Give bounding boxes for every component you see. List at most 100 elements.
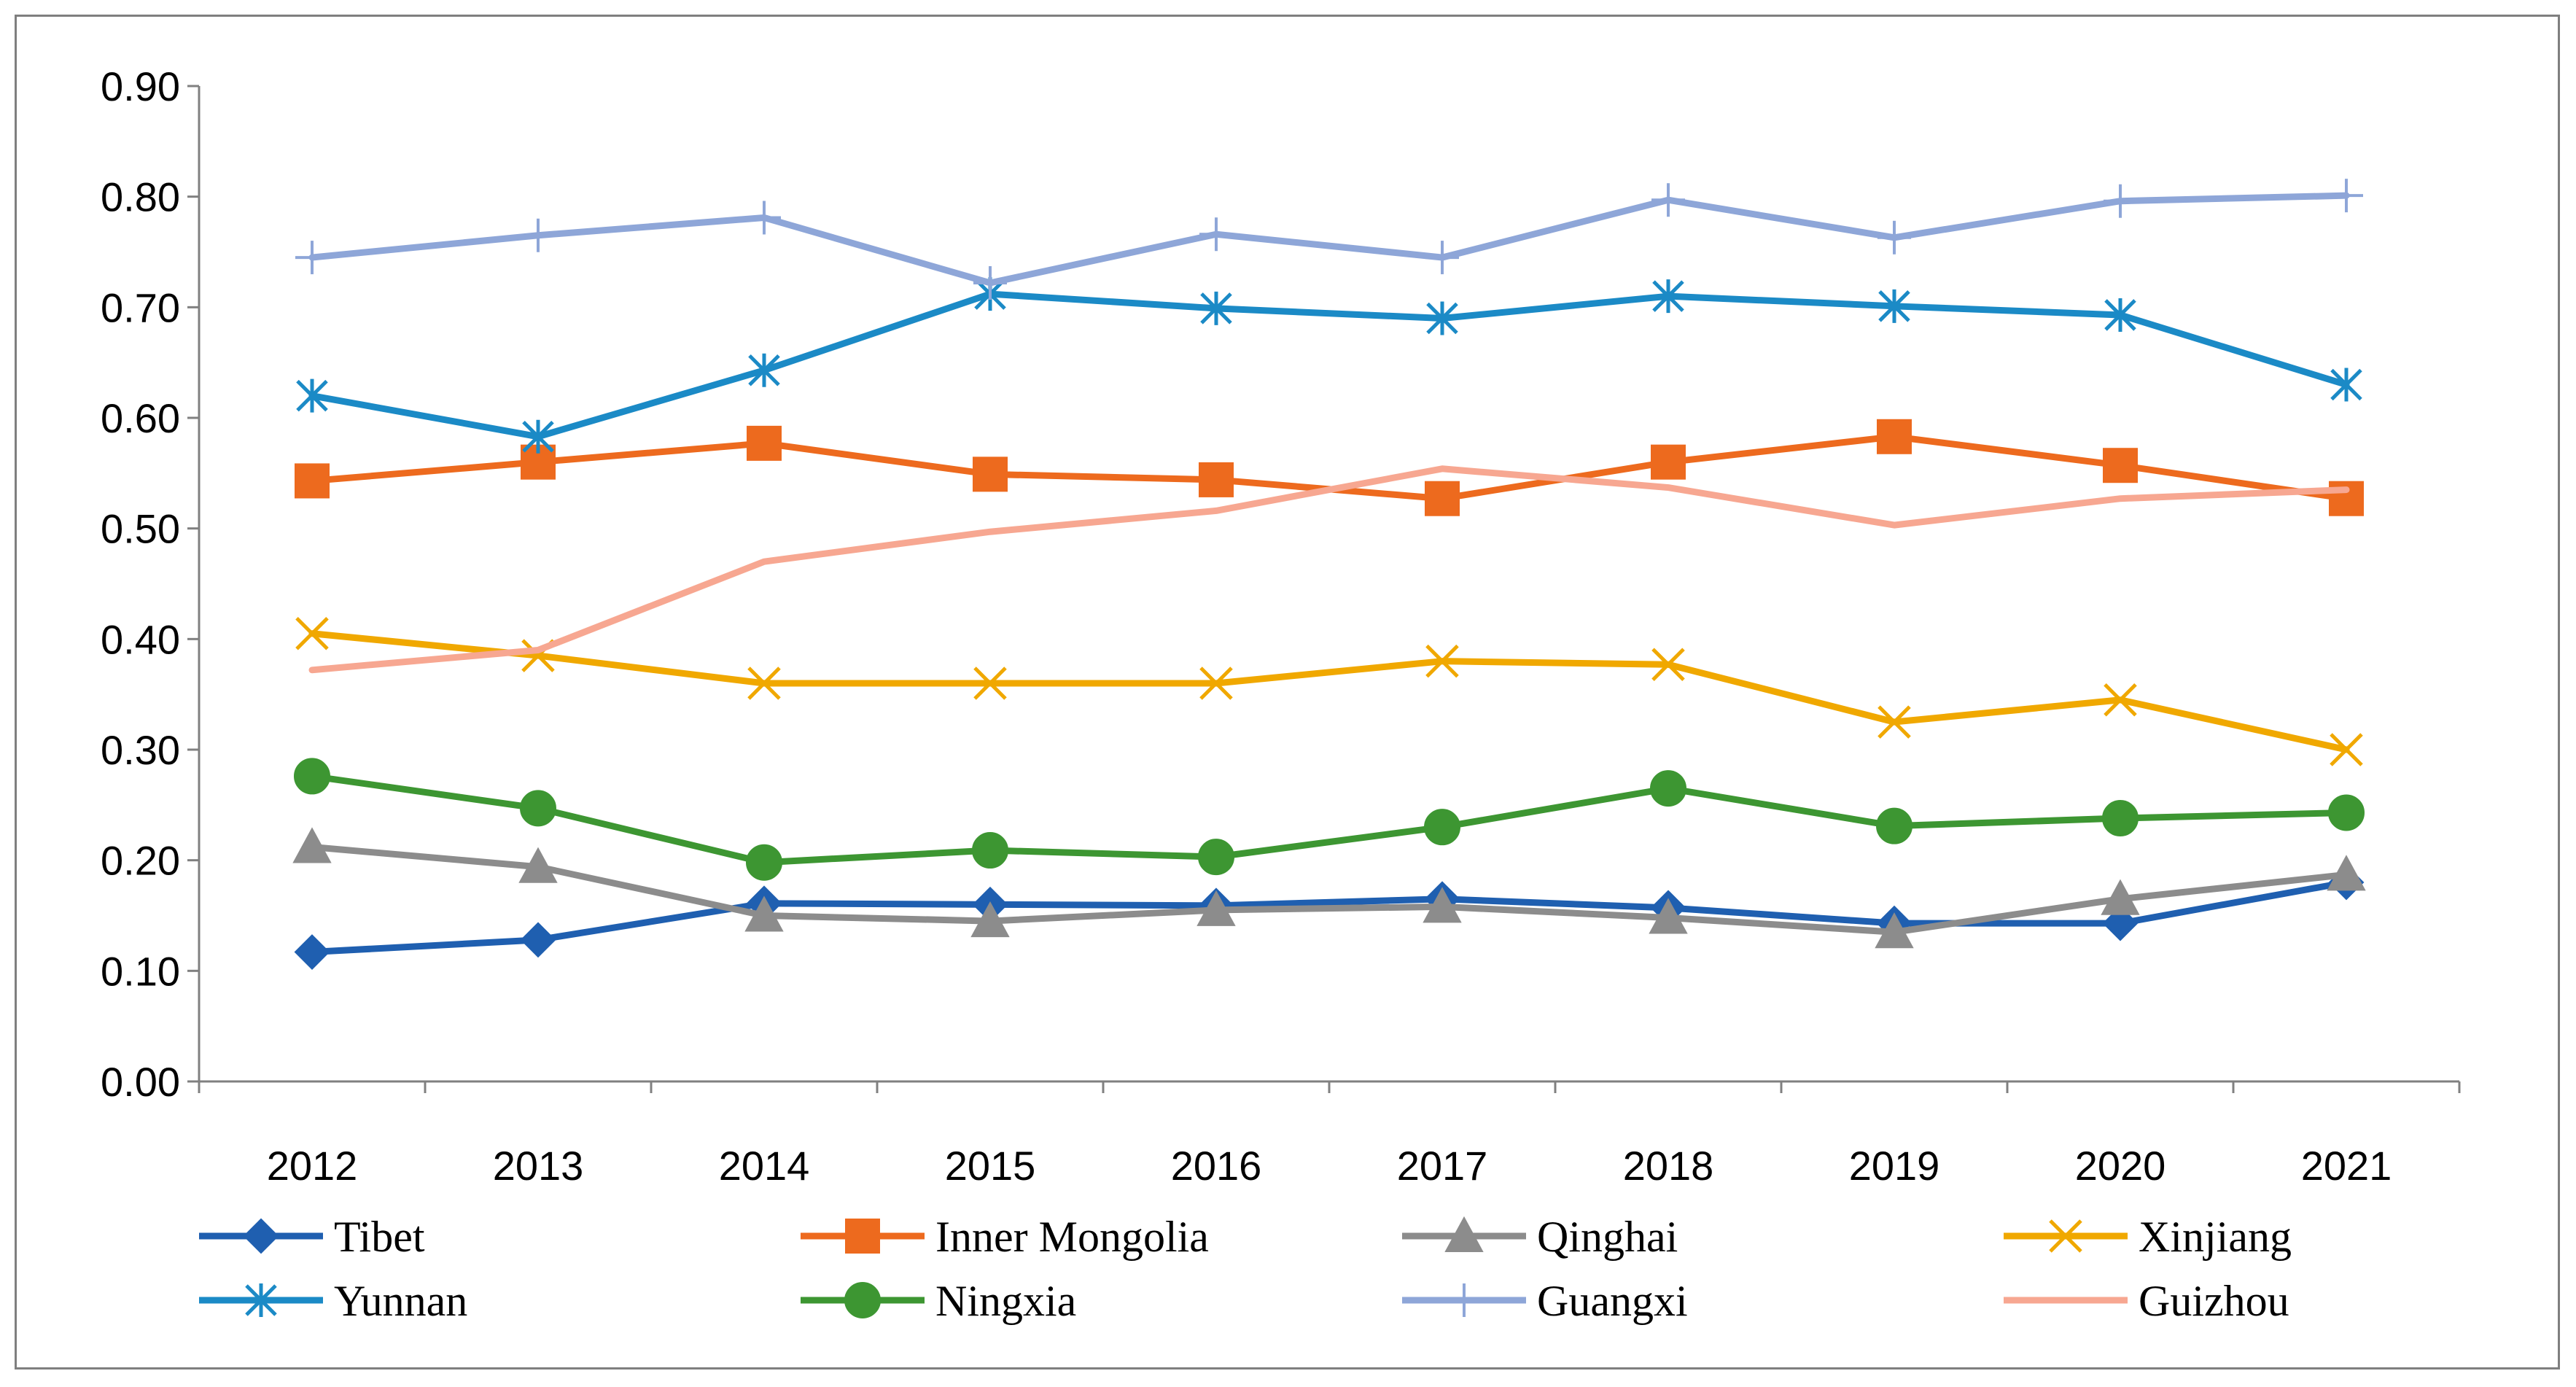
data-point-yunnan [748,353,780,387]
data-point-xinjiang [973,667,1007,700]
y-tick-label: 0.20 [101,838,180,884]
x-tick-label: 2012 [267,1143,358,1189]
data-point-yunnan [1652,279,1684,314]
x-tick-label: 2017 [1397,1143,1488,1189]
y-tick-label: 0.30 [101,727,180,773]
legend-item-tibet: Tibet [199,1213,425,1261]
marker-stroke [747,667,781,700]
series-line-yunnan [308,290,2350,440]
data-point-inner-mongolia [295,463,330,499]
data-point-inner-mongolia [973,456,1008,492]
data-point-inner-mongolia [1199,462,1234,497]
data-point-qinghai [744,895,784,932]
x-tick-label: 2013 [493,1143,584,1189]
legend-marker-xinjiang [2049,1219,2082,1253]
data-point-guangxi [2330,179,2363,213]
y-tick-label: 0.90 [101,63,180,109]
data-point-qinghai [1649,898,1688,934]
legend-item-inner-mongolia: Inner Mongolia [801,1213,1209,1261]
legend-item-guizhou: Guizhou [2004,1277,2289,1325]
legend-label-xinjiang: Xinjiang [2139,1213,2292,1261]
legend-label-inner-mongolia: Inner Mongolia [935,1213,1209,1261]
data-point-guangxi [521,218,555,252]
legend-item-xinjiang: Xinjiang [2004,1213,2292,1261]
legend-label-tibet: Tibet [334,1213,425,1261]
data-point-qinghai [1875,912,1914,949]
series-line-guizhou [308,465,2350,674]
legend-marker-guangxi [1447,1283,1481,1317]
data-point-ningxia [294,758,330,795]
data-point-xinjiang [1651,648,1685,681]
data-point-qinghai [970,901,1010,938]
x-tick-label: 2020 [2075,1143,2166,1189]
legend-label-ningxia: Ningxia [935,1277,1076,1325]
data-point-ningxia [2328,794,2365,831]
data-point-guangxi [747,201,781,235]
data-point-ningxia [972,832,1008,869]
series-inner-mongolia [295,419,2364,516]
x-axis-tick-labels: 2012 2013 2014 2015 2016 2017 2018 2019 2020 2021 [267,1143,2392,1189]
data-point-yunnan [1878,289,1910,323]
data-point-xinjiang [1425,644,1459,678]
legend: Tibet Inner Mongolia Qinghai Xinjiang Yunnan… [199,1213,2292,1325]
data-point-qinghai [1196,890,1236,926]
marker-stroke [295,616,329,650]
y-tick-label: 0.50 [101,506,180,552]
series-guangxi [295,179,2363,300]
data-point-ningxia [2102,800,2139,837]
legend-label-yunnan: Yunnan [334,1277,467,1325]
data-point-xinjiang [1199,667,1233,700]
marker-stroke [2330,733,2363,766]
data-point-qinghai [518,847,558,883]
data-point-ningxia [746,844,782,881]
axes [187,85,2461,1093]
data-point-guangxi [1199,217,1233,252]
data-point-qinghai [2327,855,2366,891]
legend-label-guizhou: Guizhou [2139,1277,2289,1325]
data-point-yunnan [296,378,328,413]
legend-item-ningxia: Ningxia [801,1277,1076,1325]
line-chart: 0.00 0.10 0.20 0.30 0.40 0.50 0.60 0.70 0.80 0.90… [101,63,2461,1325]
data-point-yunnan [522,419,554,454]
data-point-xinjiang [2104,683,2137,717]
y-tick-label: 0.10 [101,948,180,994]
data-point-guangxi [1651,183,1685,217]
data-point-inner-mongolia [747,425,782,461]
legend-label-guangxi: Guangxi [1537,1277,1688,1325]
data-point-xinjiang [295,616,329,650]
data-point-xinjiang [2330,733,2363,766]
series-qinghai [292,827,2366,949]
data-point-xinjiang [1877,705,1911,739]
y-tick-label: 0.40 [101,616,180,662]
series-line-xinjiang [308,630,2350,753]
marker-stroke [973,667,1007,700]
marker-stroke [1199,667,1233,700]
marker-stroke [2104,683,2137,717]
data-point-ningxia [1198,839,1234,876]
y-axis-tick-labels: 0.00 0.10 0.20 0.30 0.40 0.50 0.60 0.70 0.80 0.90 [101,63,180,1105]
series-line-tibet [308,879,2350,956]
y-tick-label: 0.70 [101,284,180,330]
data-point-ningxia [520,790,556,827]
data-point-inner-mongolia [2103,448,2138,483]
data-point-guangxi [295,241,329,275]
marker-stroke [1651,648,1685,681]
y-tick-label: 0.00 [101,1059,180,1105]
x-tick-label: 2016 [1171,1143,1262,1189]
x-tick-label: 2014 [719,1143,810,1189]
marker-stroke [1877,705,1911,739]
marker-stroke [2049,1219,2082,1253]
data-point-guangxi [1877,220,1911,255]
data-point-tibet [520,922,556,958]
data-point-inner-mongolia [1877,419,1912,454]
series-yunnan [296,277,2362,454]
marker-stroke [1425,644,1459,678]
data-point-yunnan [1200,291,1232,325]
data-point-inner-mongolia [1425,481,1460,516]
series-xinjiang [295,616,2363,766]
data-point-xinjiang [747,667,781,700]
x-tick-label: 2021 [2301,1143,2392,1189]
data-point-ningxia [1876,807,1912,844]
data-point-yunnan [2104,298,2136,332]
data-point-guangxi [1425,241,1459,275]
